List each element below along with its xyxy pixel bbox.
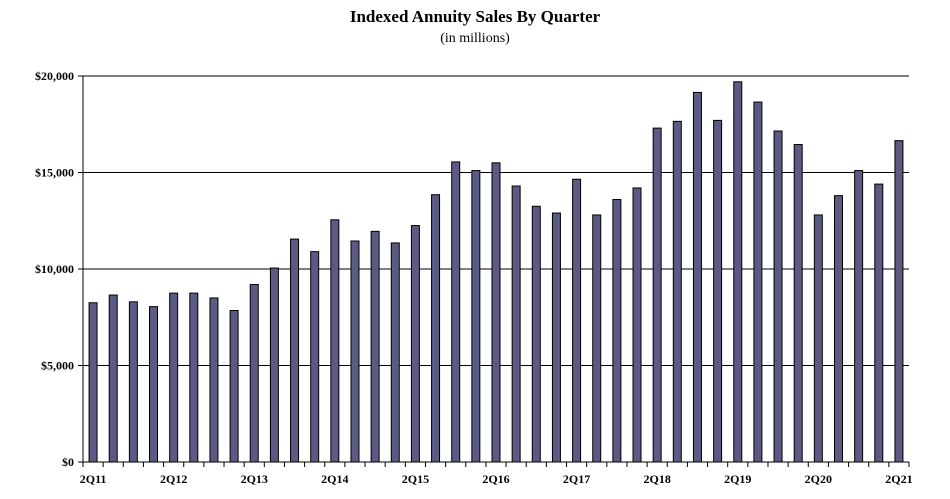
bar-3Q15 (431, 194, 441, 463)
bar-4Q16 (531, 205, 541, 463)
x-tick-label: 2Q18 (643, 472, 670, 486)
bar-4Q18 (692, 91, 702, 463)
x-tick-label: 2Q13 (241, 472, 268, 486)
x-tick-label: 2Q21 (885, 472, 912, 486)
x-tick-label: 2Q15 (402, 472, 429, 486)
bar-2Q11 (88, 302, 98, 463)
bar-2Q12 (169, 292, 179, 463)
bar-3Q11 (108, 294, 118, 463)
x-axis-ticks: 2Q11 2Q12 2Q13 2Q14 2Q15 2Q16 2Q17 2Q18 2Q19 2Q20… (80, 462, 913, 486)
bar-2Q18 (652, 127, 662, 463)
bar-2Q16 (491, 162, 501, 463)
bar-3Q19 (753, 101, 763, 463)
x-tick-label: 2Q19 (724, 472, 751, 486)
bar-4Q12 (209, 297, 219, 463)
bar-1Q19 (713, 119, 723, 463)
bar-3Q17 (592, 214, 602, 463)
bar-4Q20 (854, 170, 864, 463)
bar-series (88, 81, 904, 463)
bar-2Q14 (330, 219, 340, 463)
y-tick-label: $0 (62, 455, 74, 469)
bar-1Q17 (551, 212, 561, 463)
chart-subtitle: (in millions) (440, 31, 510, 46)
y-tick-label: $15,000 (35, 166, 74, 180)
bar-4Q19 (773, 130, 783, 463)
bar-1Q16 (471, 170, 481, 463)
bar-4Q13 (290, 238, 300, 463)
bar-2Q15 (410, 225, 420, 463)
bar-2Q13 (249, 283, 259, 463)
x-tick-label: 2Q16 (482, 472, 509, 486)
bar-2Q19 (733, 81, 743, 463)
bar-3Q14 (350, 240, 360, 463)
bar-4Q11 (128, 301, 138, 463)
y-tick-label: $20,000 (35, 69, 74, 83)
x-tick-label: 2Q17 (563, 472, 590, 486)
bar-4Q17 (612, 199, 622, 463)
bar-1Q21 (874, 183, 884, 463)
bar-1Q12 (149, 306, 159, 463)
bar-1Q14 (310, 251, 320, 463)
bar-3Q12 (189, 292, 199, 463)
bar-1Q13 (229, 310, 239, 463)
y-tick-label: $5,000 (41, 359, 74, 373)
x-tick-label: 2Q14 (321, 472, 348, 486)
bar-2Q17 (572, 178, 582, 463)
y-axis-ticks: $0 $5,000 $10,000 $15,000 $20,000 (35, 69, 83, 469)
bar-2Q20 (813, 214, 823, 463)
bar-4Q15 (451, 161, 461, 463)
bar-3Q18 (672, 120, 682, 463)
bar-3Q13 (269, 267, 279, 463)
bar-1Q20 (793, 144, 803, 463)
x-tick-label: 2Q11 (80, 472, 107, 486)
chart-title: Indexed Annuity Sales By Quarter (349, 7, 601, 26)
bar-4Q14 (370, 230, 380, 463)
bar-1Q18 (632, 187, 642, 463)
bar-1Q15 (390, 242, 400, 463)
bar-3Q16 (511, 185, 521, 463)
x-tick-label: 2Q20 (805, 472, 832, 486)
y-tick-label: $10,000 (35, 262, 74, 276)
bar-3Q20 (833, 195, 843, 463)
bar-2Q21 (894, 140, 904, 463)
x-tick-label: 2Q12 (160, 472, 187, 486)
